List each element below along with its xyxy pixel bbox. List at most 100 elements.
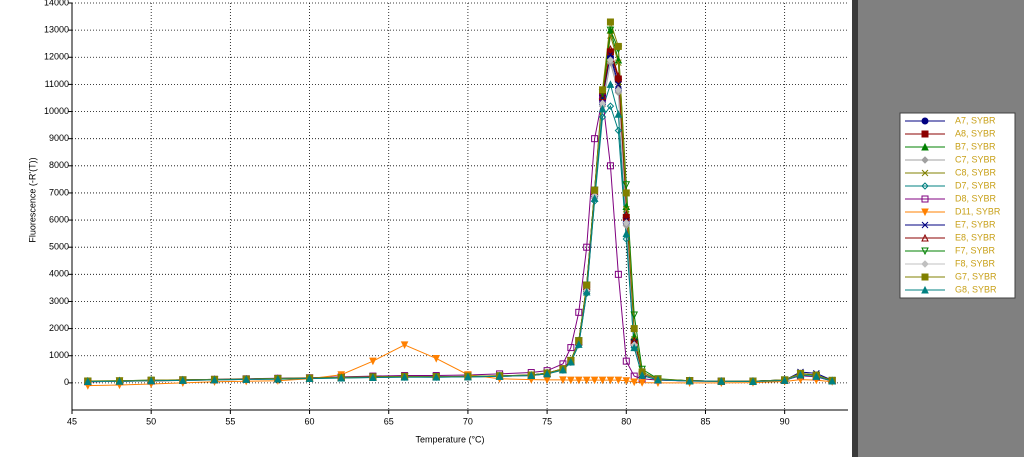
marker xyxy=(921,273,929,281)
marker xyxy=(921,260,929,268)
series-line xyxy=(87,51,833,383)
legend-label: F7, SYBR xyxy=(955,245,996,255)
marker xyxy=(559,365,567,374)
marker xyxy=(828,376,836,385)
grid: 0 1000 2000 3000 4000 5000 6000 7000 8000 9000 100… xyxy=(44,0,848,426)
marker xyxy=(583,281,591,289)
marker xyxy=(598,92,607,101)
x-tick-label: 65 xyxy=(384,416,394,426)
y-tick-label: 7000 xyxy=(49,187,69,197)
marker xyxy=(614,270,622,278)
marker xyxy=(274,374,282,383)
marker xyxy=(796,370,805,379)
marker xyxy=(606,162,614,170)
marker xyxy=(622,181,631,189)
marker xyxy=(606,56,615,64)
marker xyxy=(567,357,575,366)
marker xyxy=(685,376,694,385)
y-tick-label: 0 xyxy=(64,377,69,387)
series-line xyxy=(87,97,833,382)
y-tick-label: 8000 xyxy=(49,160,69,170)
marker xyxy=(210,375,219,384)
marker xyxy=(432,354,441,363)
legend-label: B7, SYBR xyxy=(955,141,996,151)
marker xyxy=(464,372,472,381)
series-line xyxy=(87,105,833,383)
series-line xyxy=(87,54,833,383)
marker xyxy=(591,135,599,143)
marker xyxy=(575,308,583,316)
marker xyxy=(598,104,607,113)
marker xyxy=(630,343,639,352)
marker xyxy=(630,311,639,320)
legend-label: A7, SYBR xyxy=(955,115,996,125)
marker xyxy=(622,210,631,219)
marker xyxy=(582,376,591,385)
marker xyxy=(495,372,504,380)
marker xyxy=(812,372,821,380)
marker xyxy=(638,371,646,379)
marker xyxy=(615,59,622,67)
marker xyxy=(638,379,646,387)
x-tick-label: 75 xyxy=(542,416,552,426)
marker xyxy=(921,247,929,256)
series-line xyxy=(87,48,833,383)
marker xyxy=(559,376,567,385)
marker xyxy=(606,376,615,385)
marker xyxy=(622,205,630,213)
marker xyxy=(599,86,607,94)
marker xyxy=(921,156,929,164)
marker xyxy=(614,72,623,80)
marker xyxy=(400,373,409,381)
marker xyxy=(921,169,929,177)
y-tick-label: 3000 xyxy=(49,296,69,306)
marker xyxy=(921,130,929,138)
marker xyxy=(622,229,631,238)
marker xyxy=(921,142,929,151)
x-tick-label: 45 xyxy=(67,416,77,426)
marker xyxy=(622,377,631,385)
plot xyxy=(84,18,836,390)
y-tick-label: 12000 xyxy=(44,52,69,62)
marker xyxy=(921,117,929,125)
legend-label: D7, SYBR xyxy=(955,180,997,190)
y-tick-label: 2000 xyxy=(49,323,69,333)
panel-divider xyxy=(852,0,858,457)
marker xyxy=(598,376,607,385)
y-tick-label: 13000 xyxy=(44,25,69,35)
y-tick-label: 5000 xyxy=(49,242,69,252)
x-tick-label: 70 xyxy=(463,416,473,426)
marker xyxy=(622,219,630,227)
marker xyxy=(630,325,638,333)
x-tick-label: 80 xyxy=(621,416,631,426)
marker xyxy=(921,221,929,229)
marker xyxy=(614,126,623,135)
marker xyxy=(614,86,623,94)
marker xyxy=(749,377,757,386)
marker xyxy=(606,26,615,35)
marker xyxy=(400,341,409,349)
y-tick-label: 11000 xyxy=(45,79,69,89)
marker xyxy=(717,377,726,385)
marker xyxy=(591,186,599,194)
marker xyxy=(582,287,591,296)
x-tick-label: 90 xyxy=(780,416,790,426)
y-tick-label: 1000 xyxy=(49,350,69,360)
marker xyxy=(590,194,599,202)
y-tick-label: 14000 xyxy=(44,0,69,7)
marker xyxy=(921,233,929,242)
marker xyxy=(607,32,614,39)
series-line xyxy=(87,82,833,383)
x-tick-label: 55 xyxy=(225,416,235,426)
marker xyxy=(630,378,639,387)
series-line xyxy=(87,59,833,383)
marker xyxy=(369,357,377,366)
marker xyxy=(606,18,614,26)
x-axis-title: Temperature (°C) xyxy=(415,434,484,444)
legend-label: E7, SYBR xyxy=(955,219,996,229)
marker xyxy=(179,376,187,384)
marker xyxy=(567,344,575,352)
marker xyxy=(574,340,583,348)
marker xyxy=(583,243,591,251)
